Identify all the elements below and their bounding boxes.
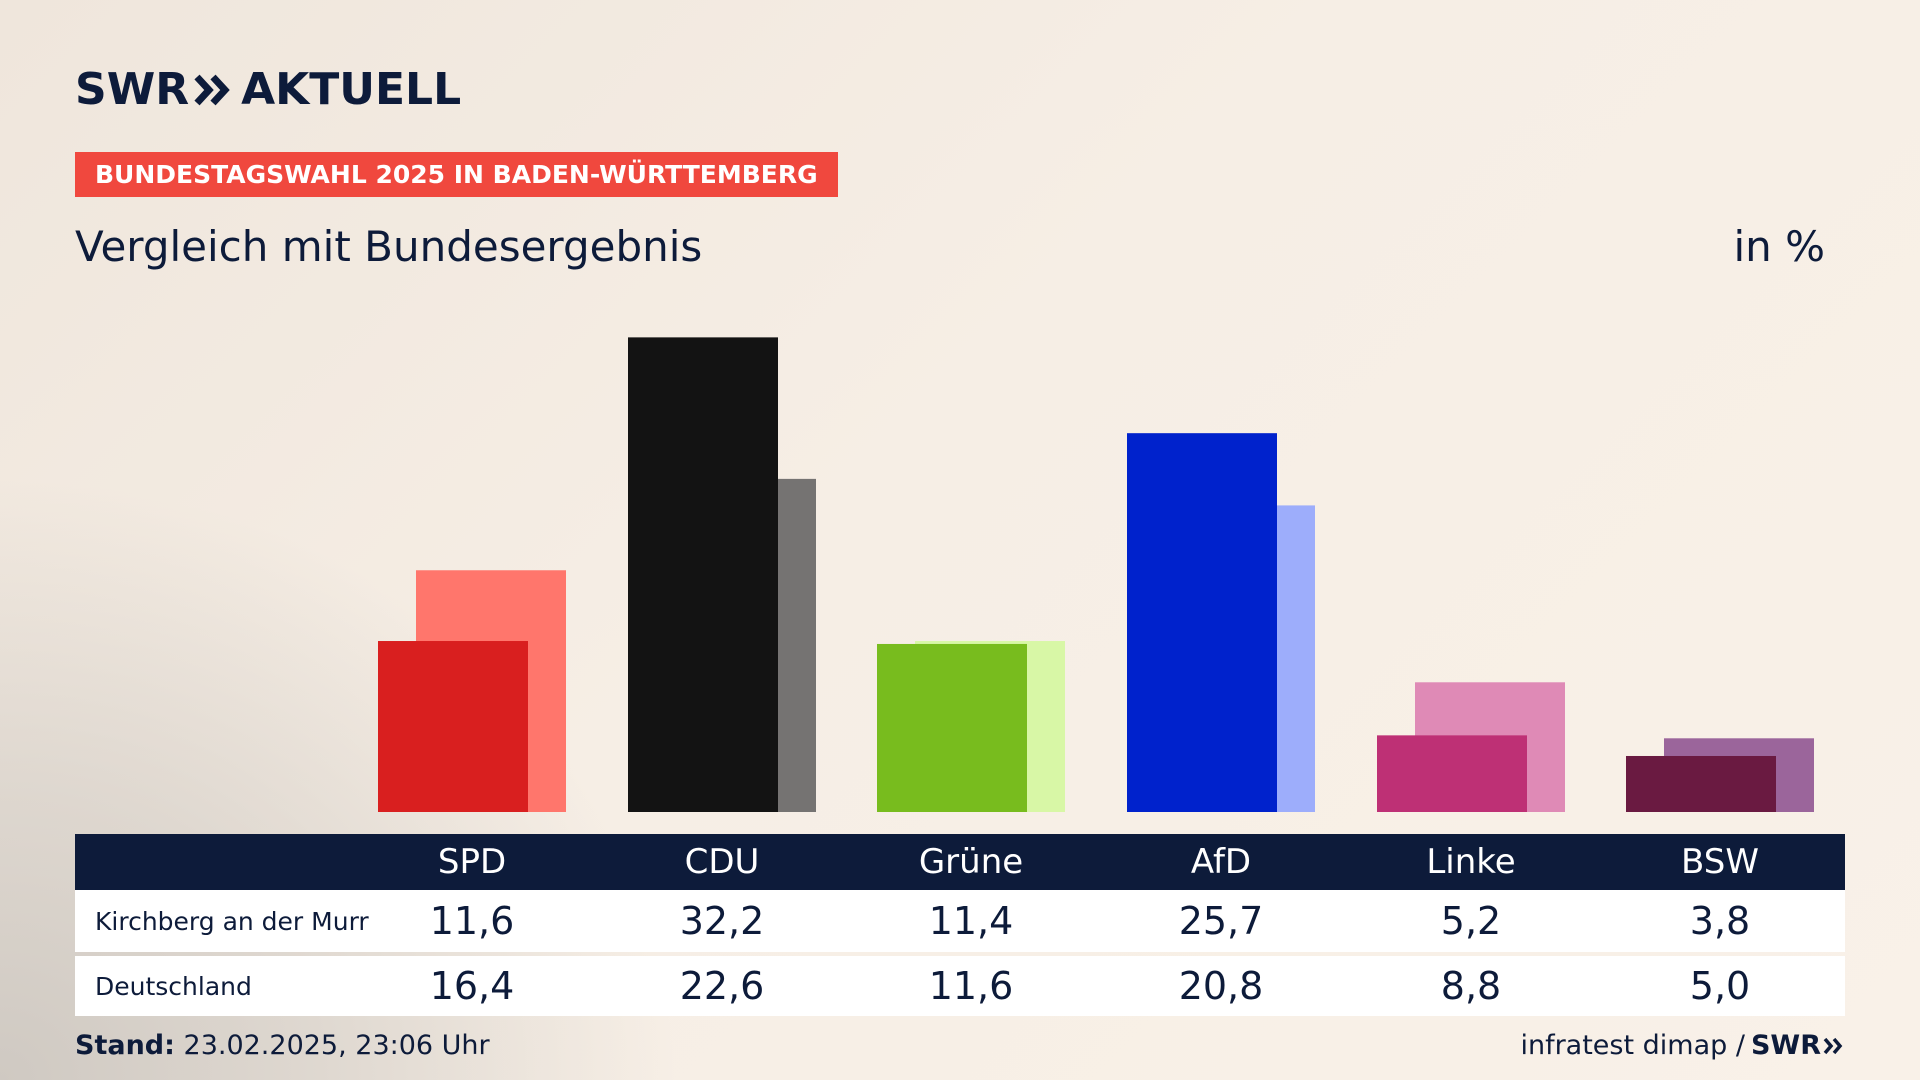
bar-local-afd bbox=[1127, 433, 1277, 812]
table-row-national: Deutschland 16,4 22,6 11,6 20,8 8,8 5,0 bbox=[75, 956, 1845, 1016]
party-label-cdu: CDU bbox=[684, 842, 760, 882]
results-table: SPD CDU Grüne AfD Linke BSW Kirchberg an der … bbox=[75, 834, 1845, 1016]
value-local-spd: 11,6 bbox=[429, 899, 515, 943]
bar-local-spd bbox=[378, 641, 528, 812]
value-local-afd: 25,7 bbox=[1178, 899, 1264, 943]
value-national-bsw: 5,0 bbox=[1689, 964, 1751, 1008]
value-local-bsw: 3,8 bbox=[1689, 899, 1751, 943]
timestamp: Stand: 23.02.2025, 23:06 Uhr bbox=[75, 1030, 490, 1061]
party-label-linke: Linke bbox=[1426, 842, 1516, 882]
party-label-grüne: Grüne bbox=[918, 842, 1024, 882]
party-header-row: SPD CDU Grüne AfD Linke BSW bbox=[75, 834, 1845, 890]
value-national-cdu: 22,6 bbox=[679, 964, 765, 1008]
value-national-grüne: 11,6 bbox=[928, 964, 1014, 1008]
bar-local-grüne bbox=[877, 643, 1027, 812]
party-label-bsw: BSW bbox=[1681, 842, 1759, 882]
double-chevron-icon bbox=[194, 74, 230, 106]
logo-aktuell-text: AKTUELL bbox=[241, 64, 462, 115]
value-local-linke: 5,2 bbox=[1440, 899, 1502, 943]
swr-mini-logo: SWR bbox=[1751, 1030, 1845, 1061]
value-national-afd: 20,8 bbox=[1178, 964, 1264, 1008]
value-local-grüne: 11,4 bbox=[928, 899, 1014, 943]
table-row-local: Kirchberg an der Murr 11,6 32,2 11,4 25,7 5,… bbox=[75, 890, 1845, 952]
bar-local-bsw bbox=[1626, 755, 1776, 812]
value-national-linke: 8,8 bbox=[1440, 964, 1502, 1008]
value-local-cdu: 32,2 bbox=[679, 899, 765, 943]
swr-aktuell-logo: SWR AKTUELL bbox=[75, 68, 461, 112]
value-national-spd: 16,4 bbox=[429, 964, 515, 1008]
stand-value: 23.02.2025, 23:06 Uhr bbox=[183, 1030, 490, 1061]
mini-logo-text: SWR bbox=[1750, 1030, 1821, 1061]
party-label-afd: AfD bbox=[1190, 842, 1252, 882]
stand-label: Stand: bbox=[75, 1030, 175, 1061]
bar-local-linke bbox=[1377, 735, 1527, 812]
mini-double-chevron-icon bbox=[1823, 1037, 1843, 1054]
row-label-national: Deutschland bbox=[95, 971, 252, 1001]
source-text: infratest dimap / bbox=[1520, 1030, 1745, 1061]
row-label-local: Kirchberg an der Murr bbox=[95, 906, 369, 936]
party-label-spd: SPD bbox=[437, 842, 507, 882]
logo-swr-text: SWR bbox=[75, 64, 190, 115]
topic-badge: BUNDESTAGSWAHL 2025 IN BADEN-WÜRTTEMBERG bbox=[75, 152, 838, 197]
bar-chart bbox=[378, 337, 1814, 812]
bar-local-cdu bbox=[628, 337, 778, 812]
source-credit: infratest dimap / SWR bbox=[1520, 1030, 1845, 1061]
unit-label: in % bbox=[1733, 222, 1825, 271]
chart-subtitle: Vergleich mit Bundesergebnis bbox=[75, 222, 703, 271]
